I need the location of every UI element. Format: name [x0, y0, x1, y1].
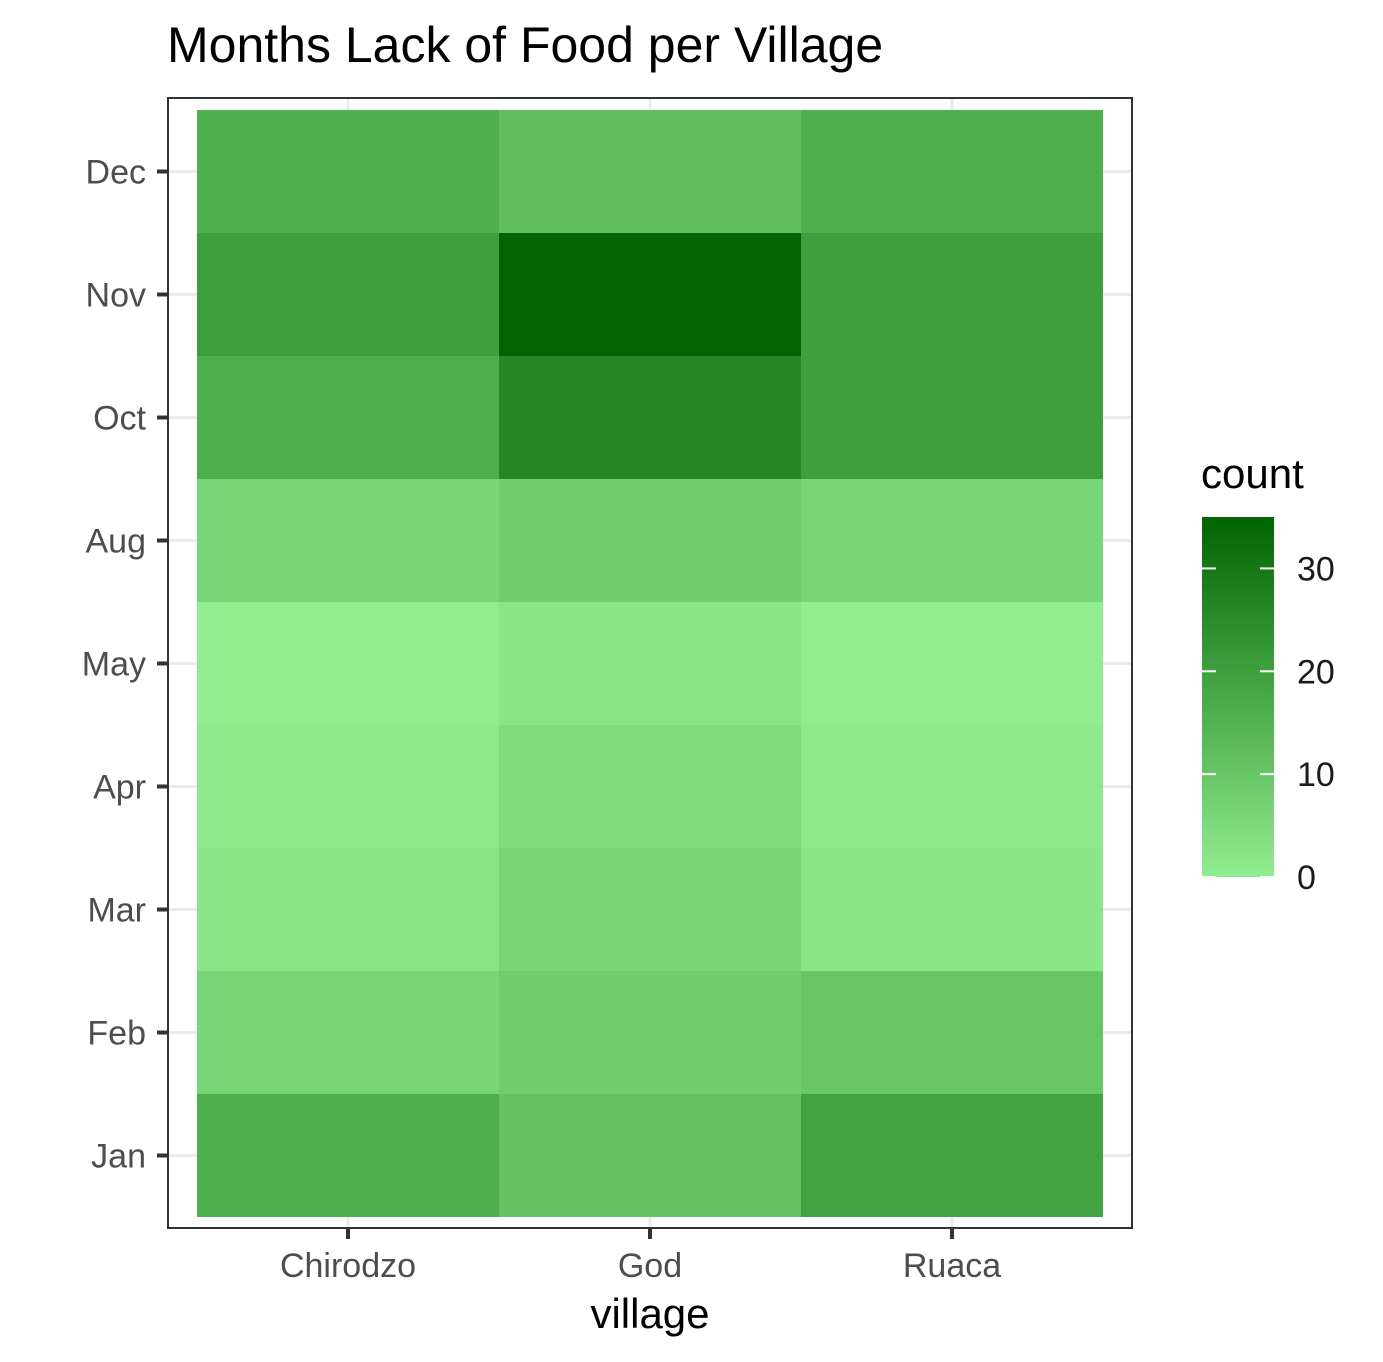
legend-tick-label-20: 20 [1297, 653, 1335, 691]
heatmap-tile-chirodzo-dec [197, 110, 499, 233]
heatmap-tile-chirodzo-nov [197, 233, 499, 356]
heatmap-tile-chirodzo-apr [197, 725, 499, 848]
heatmap-tile-ruaca-oct [801, 356, 1103, 479]
y-tick-label-aug: Aug [86, 523, 147, 561]
heatmap-tile-god-dec [499, 110, 801, 233]
heatmap-tile-chirodzo-aug [197, 479, 499, 602]
y-tick-label-mar: Mar [87, 892, 146, 930]
x-tick-label-ruaca: Ruaca [903, 1247, 1001, 1285]
y-tick-label-jan: Jan [91, 1138, 146, 1176]
legend: count 0 10 20 30 [1201, 450, 1335, 897]
heatmap-tile-chirodzo-jan [197, 1094, 499, 1217]
heatmap-tile-chirodzo-may [197, 602, 499, 725]
y-axis: Jan Feb Mar Apr May Aug Oct Nov Dec [82, 154, 168, 1176]
x-axis: Chirodzo God Ruaca [280, 1228, 1001, 1285]
legend-tick-label-0: 0 [1297, 859, 1316, 897]
heatmap-tile-ruaca-jan [801, 1094, 1103, 1217]
heatmap-tile-god-apr [499, 725, 801, 848]
heatmap-tile-chirodzo-oct [197, 356, 499, 479]
y-tick-label-apr: Apr [93, 769, 146, 807]
heatmap-tile-ruaca-apr [801, 725, 1103, 848]
y-tick-label-may: May [82, 646, 146, 684]
y-tick-label-oct: Oct [93, 400, 146, 438]
legend-colorbar [1202, 517, 1274, 877]
heatmap-tile-ruaca-may [801, 602, 1103, 725]
x-tick-label-god: God [618, 1247, 682, 1285]
heatmap-tile-chirodzo-mar [197, 848, 499, 971]
x-tick-label-chirodzo: Chirodzo [280, 1247, 416, 1285]
heatmap-tile-ruaca-feb [801, 971, 1103, 1094]
legend-tick-label-10: 10 [1297, 756, 1335, 794]
heatmap-tile-ruaca-mar [801, 848, 1103, 971]
heatmap-tiles [197, 110, 1103, 1217]
heatmap-tile-god-mar [499, 848, 801, 971]
heatmap-tile-chirodzo-feb [197, 971, 499, 1094]
heatmap-tile-god-feb [499, 971, 801, 1094]
x-axis-title: village [590, 1290, 709, 1337]
y-tick-label-nov: Nov [86, 277, 146, 315]
y-tick-label-feb: Feb [87, 1015, 146, 1053]
heatmap-tile-god-jan [499, 1094, 801, 1217]
legend-tick-label-30: 30 [1297, 550, 1335, 588]
heatmap-tile-god-may [499, 602, 801, 725]
heatmap-tile-god-aug [499, 479, 801, 602]
heatmap-tile-god-nov [499, 233, 801, 356]
heatmap-tile-ruaca-aug [801, 479, 1103, 602]
chart-title: Months Lack of Food per Village [167, 17, 883, 73]
heatmap-tile-god-oct [499, 356, 801, 479]
legend-title: count [1201, 450, 1304, 497]
y-tick-label-dec: Dec [86, 154, 146, 192]
heatmap-tile-ruaca-dec [801, 110, 1103, 233]
heatmap-tile-ruaca-nov [801, 233, 1103, 356]
